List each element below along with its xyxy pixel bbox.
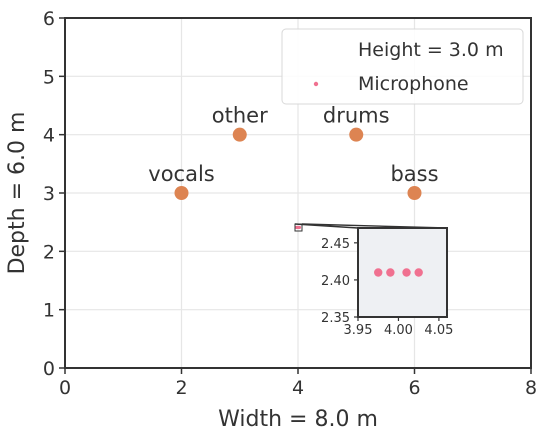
inset-zoom: 3.95 4.00 4.05 2.35 2.40 2.45: [321, 227, 453, 338]
inset-x-tick-label: 4.05: [424, 323, 453, 338]
inset-microphone-point: [386, 268, 395, 277]
y-tick-label: 4: [43, 125, 55, 147]
x-tick-label: 0: [59, 377, 71, 399]
source-label-vocals: vocals: [148, 162, 214, 186]
x-tick-label: 2: [175, 377, 187, 399]
x-axis-ticks: 0 2 4 6 8: [59, 368, 536, 399]
source-label-drums: drums: [323, 104, 390, 128]
inset-ticks: 3.95 4.00 4.05 2.35 2.40 2.45: [321, 237, 453, 338]
source-point-drums: [349, 127, 364, 142]
x-tick-label: 4: [292, 377, 304, 399]
inset-y-tick-label: 2.45: [321, 237, 350, 252]
y-axis-label: Depth = 6.0 m: [5, 112, 30, 275]
y-tick-label: 6: [43, 8, 55, 30]
inset-microphone-series: [374, 268, 423, 277]
plot-frame: [64, 17, 532, 369]
source-label-other: other: [212, 104, 268, 128]
y-tick-label: 1: [43, 300, 55, 322]
x-axis-label: Width = 8.0 m: [218, 407, 378, 432]
inset-microphone-point: [374, 268, 383, 277]
sources-series: vocals other drums bass: [148, 104, 439, 200]
legend-entry-height: Height = 3.0 m: [358, 39, 504, 61]
inset-frame: [357, 227, 448, 318]
y-tick-label: 2: [43, 241, 55, 263]
legend-marker-microphone: [313, 81, 319, 87]
microphone-series: [294, 225, 302, 230]
inset-microphone-point: [414, 268, 423, 277]
inset-y-tick-label: 2.35: [321, 311, 350, 326]
source-point-other: [232, 127, 247, 142]
x-tick-label: 6: [408, 377, 420, 399]
source-label-bass: bass: [390, 162, 438, 186]
y-axis-ticks: 0 1 2 3 4 5 6: [43, 8, 65, 380]
source-point-bass: [407, 186, 422, 200]
x-tick-label: 8: [525, 377, 536, 399]
y-tick-label: 5: [43, 66, 55, 88]
source-point-vocals: [174, 186, 189, 200]
inset-x-tick-label: 4.00: [384, 323, 413, 338]
inset-microphone-point: [402, 268, 411, 277]
inset-y-tick-label: 2.40: [321, 274, 350, 289]
microphone-point: [297, 225, 302, 230]
y-tick-label: 3: [43, 183, 55, 205]
legend: Height = 3.0 m Microphone: [281, 28, 524, 105]
legend-box: [281, 28, 524, 105]
inset-x-tick-label: 3.95: [344, 323, 373, 338]
legend-entry-microphone: Microphone: [358, 73, 469, 95]
y-tick-label: 0: [43, 358, 55, 380]
